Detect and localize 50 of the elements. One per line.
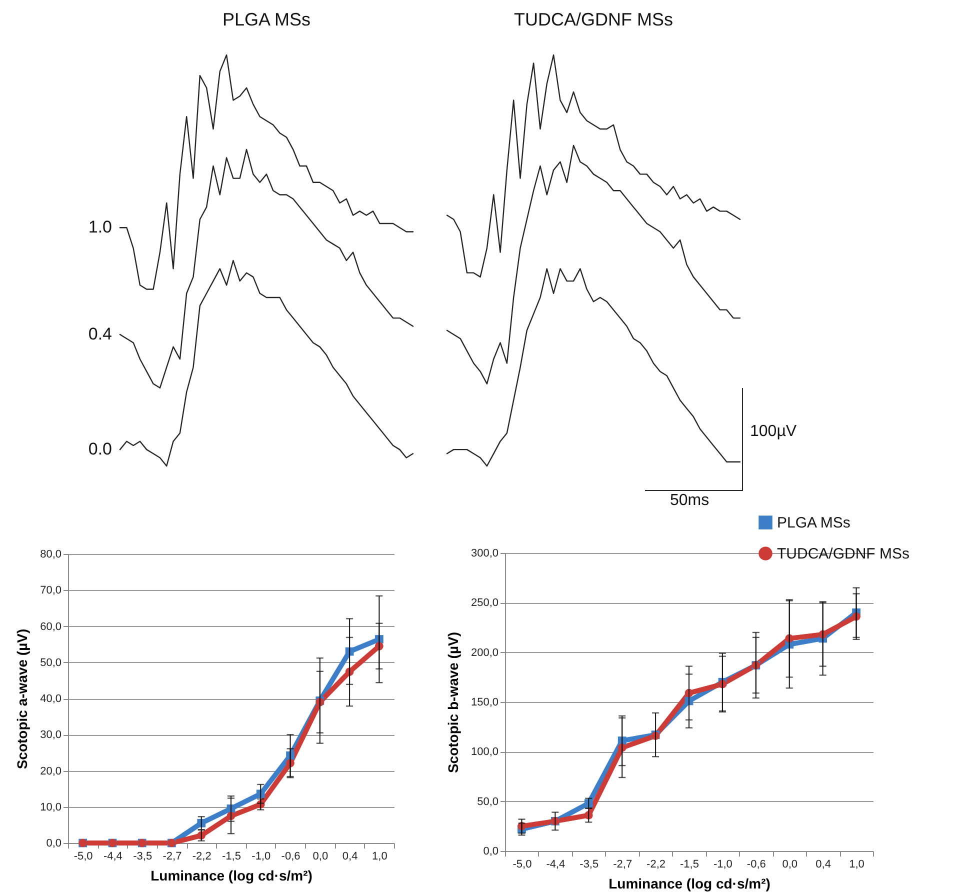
series-label: 1.0 — [88, 218, 112, 237]
y-tick-label: 300,0 — [470, 548, 498, 560]
text: 100µV — [750, 423, 797, 441]
chart-title: TUDCA/GDNF MSs — [514, 9, 673, 30]
x-tick-label: 1,0 — [849, 858, 864, 870]
x-axis-title: Luminance (log cd·s/m²) — [608, 876, 770, 892]
y-tick-label: 80,0 — [40, 548, 62, 560]
x-tick-label: -4,4 — [103, 850, 122, 862]
y-tick-label: 50,0 — [40, 656, 62, 669]
chart-title: PLGA MSs — [222, 9, 311, 30]
x-tick-label: -0,6 — [281, 850, 300, 862]
x-tick-label: -0,6 — [746, 858, 766, 870]
y-tick-label: 50,0 — [477, 796, 498, 808]
x-tick-label: 0,0 — [312, 850, 328, 862]
y-tick-label: 200,0 — [470, 646, 498, 659]
y-tick-label: 40,0 — [40, 693, 62, 705]
x-tick-label: -4,4 — [546, 858, 566, 870]
y-tick-label: 60,0 — [40, 620, 62, 633]
x-axis-title: Luminance (log cd·s/m²) — [150, 868, 312, 884]
y-tick-label: 250,0 — [470, 597, 498, 610]
y-tick-label: 30,0 — [40, 729, 62, 742]
x-tick-label: -5,0 — [74, 850, 93, 862]
x-tick-label: 0,0 — [782, 858, 798, 870]
y-tick-label: 100,0 — [470, 746, 498, 758]
series-label: 0.4 — [88, 324, 112, 344]
x-tick-label: -5,0 — [512, 858, 532, 870]
x-tick-label: 0,4 — [816, 858, 831, 870]
y-axis-title: Scotopic a-wave (µV) — [14, 628, 30, 770]
x-tick-label: -1,5 — [222, 850, 241, 862]
x-tick-label: -3,5 — [133, 850, 152, 862]
y-tick-label: 20,0 — [40, 765, 62, 778]
x-tick-label: 1,0 — [372, 850, 388, 862]
x-tick-label: -2,2 — [192, 850, 212, 862]
x-tick-label: -1,0 — [713, 858, 732, 870]
y-axis-title: Scotopic b-wave (µV) — [444, 632, 461, 774]
y-tick-label: 10,0 — [40, 801, 62, 814]
x-tick-label: -1,5 — [680, 858, 699, 870]
x-tick-label: 0,4 — [342, 850, 358, 862]
x-tick-label: -2,7 — [162, 850, 182, 862]
y-tick-label: 150,0 — [470, 696, 498, 708]
x-tick-label: -2,7 — [613, 858, 632, 870]
x-tick-label: -1,0 — [252, 850, 271, 862]
legend-label: TUDCA/GDNF MSs — [777, 546, 910, 562]
series-label: 0.0 — [88, 440, 112, 459]
x-tick-label: -2,2 — [646, 858, 666, 870]
y-tick-label: 70,0 — [40, 584, 62, 597]
text: 50ms — [670, 492, 710, 510]
x-tick-label: -3,5 — [580, 858, 599, 870]
legend-label: PLGA MSs — [777, 514, 850, 532]
y-tick-label: 0,0 — [46, 838, 62, 850]
